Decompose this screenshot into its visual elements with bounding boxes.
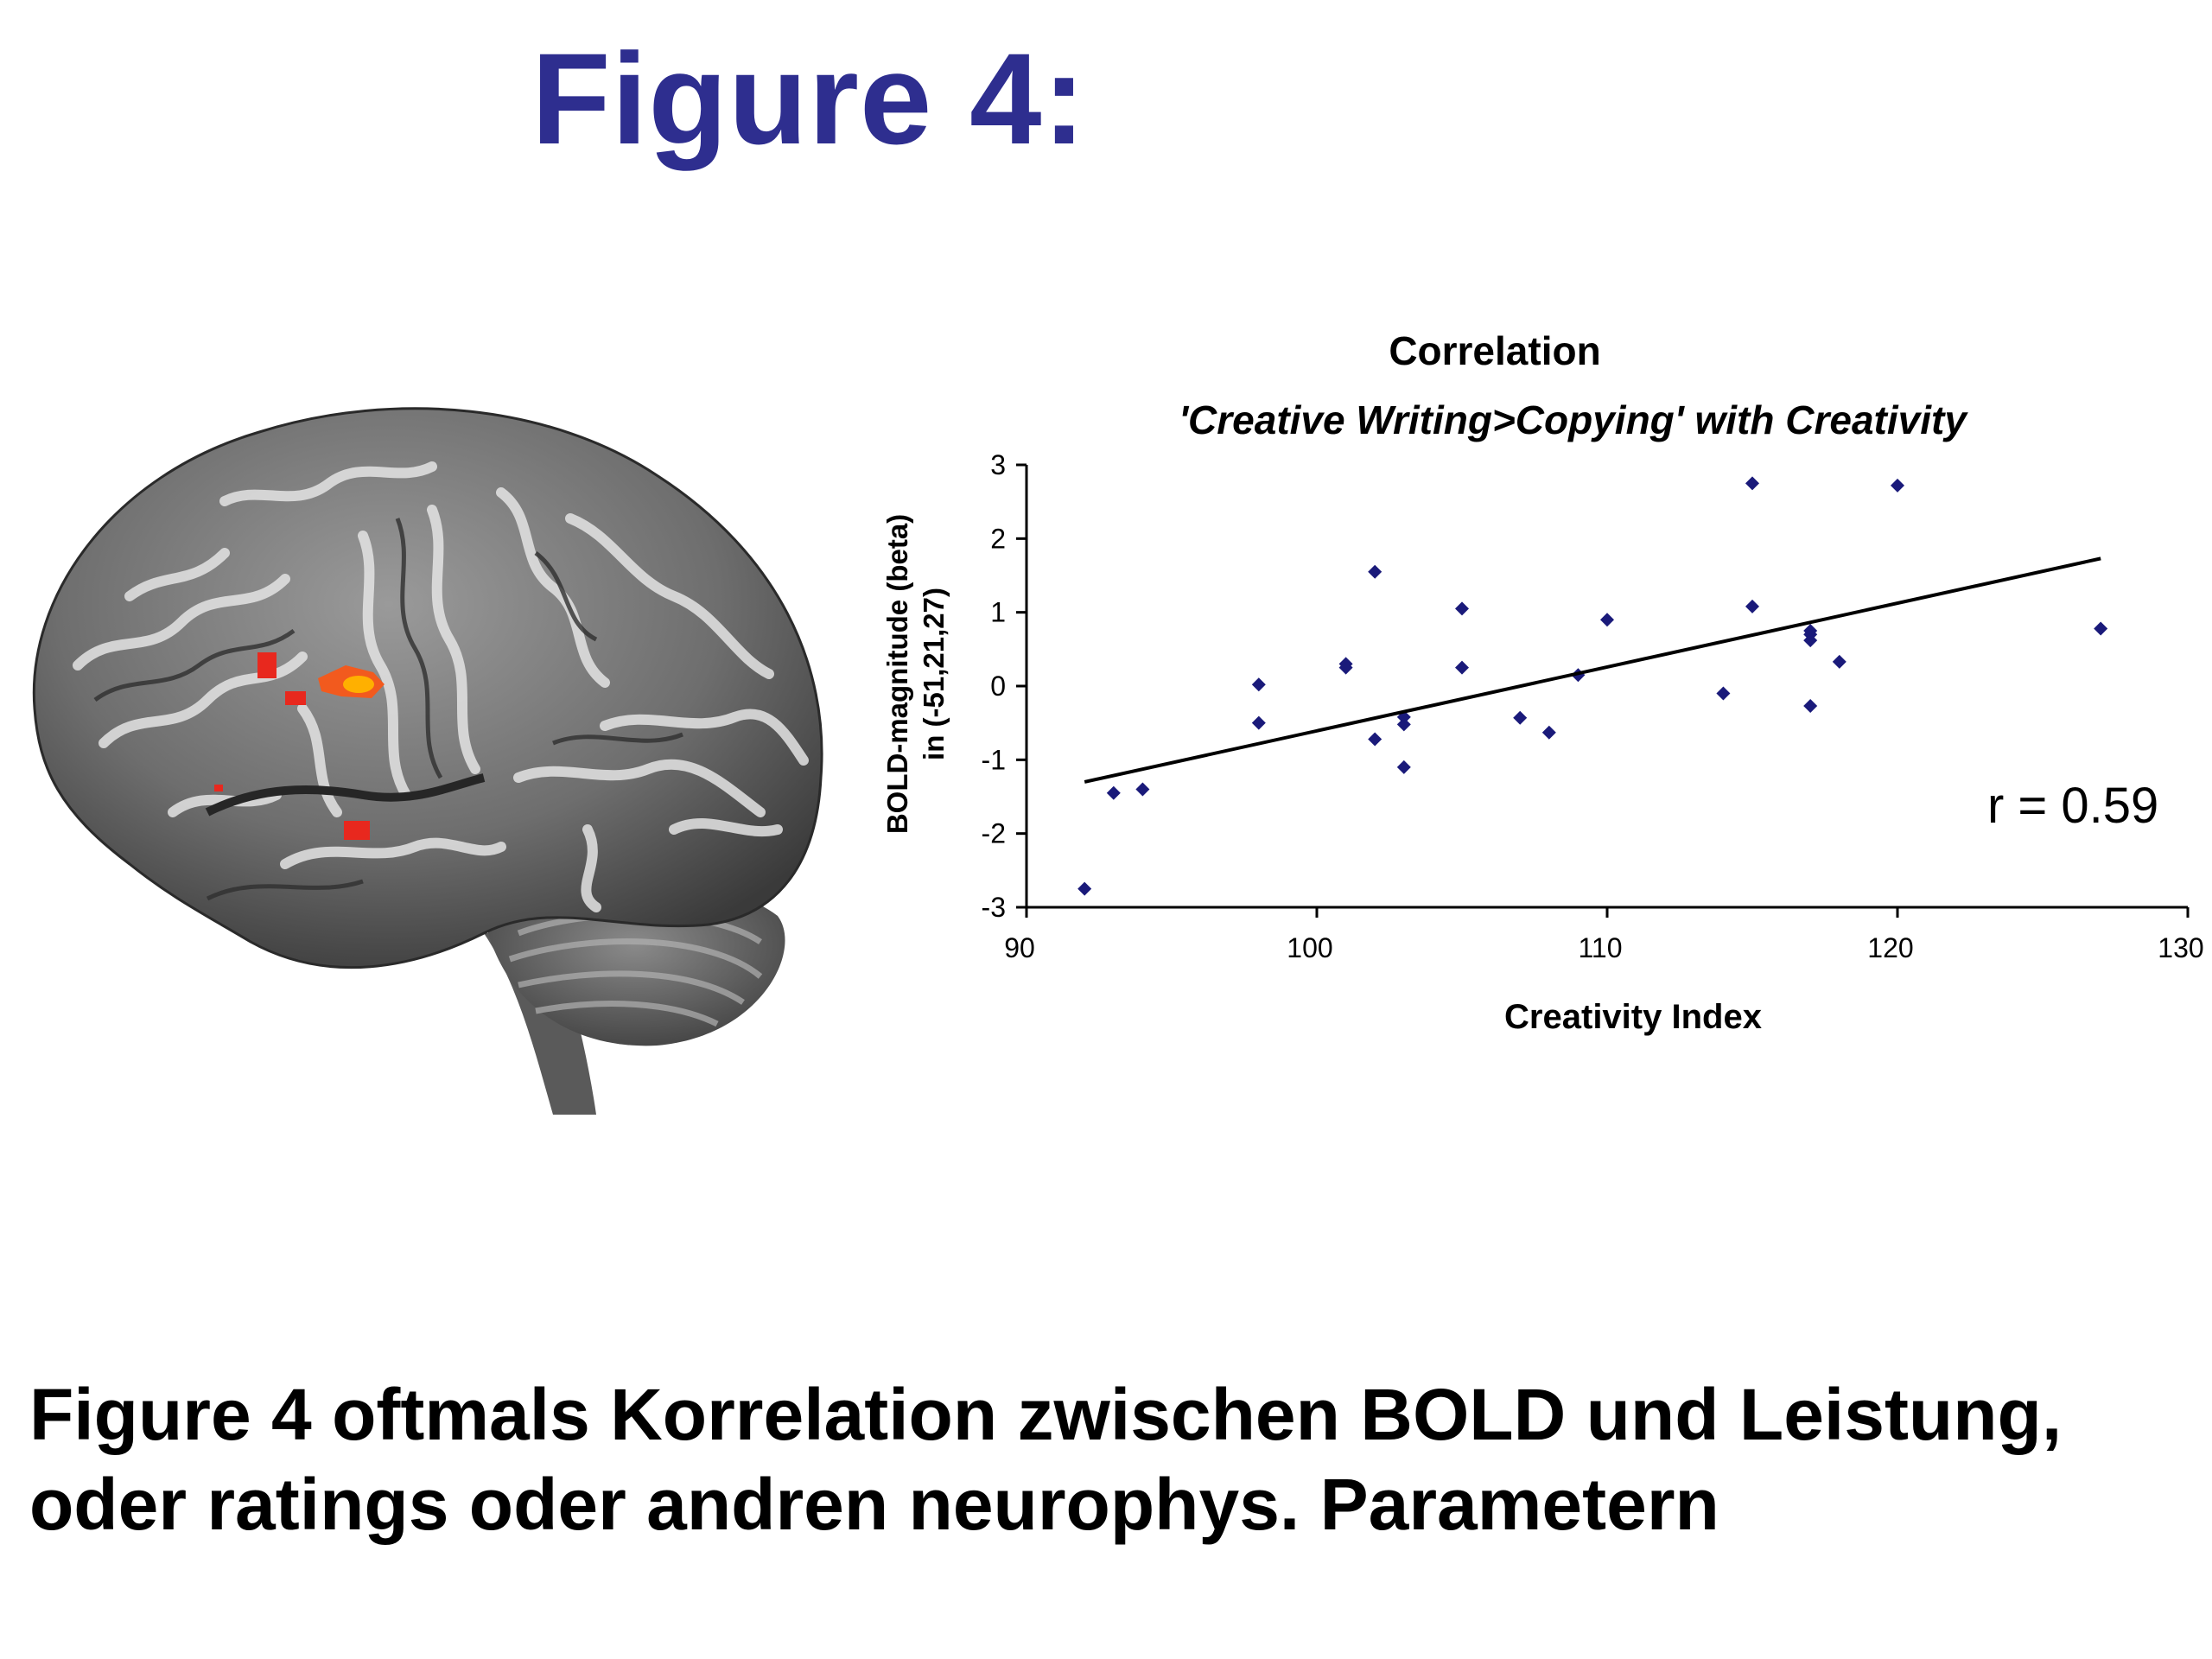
data-point <box>1396 760 1411 774</box>
data-point <box>1396 717 1411 732</box>
y-tick-label: -2 <box>982 818 1006 849</box>
y-tick-label: -3 <box>982 892 1006 923</box>
caption: Figure 4 oftmals Korrelation zwischen BO… <box>29 1370 2190 1549</box>
caption-line-1: Figure 4 oftmals Korrelation zwischen BO… <box>29 1374 2063 1455</box>
y-tick-label: -1 <box>982 744 1006 775</box>
brain-render-icon <box>32 407 823 1115</box>
x-axis-label: Creativity Index <box>1504 998 1762 1036</box>
x-tick-label: 130 <box>2158 932 2203 963</box>
chart-title: Correlation <box>1389 328 1600 373</box>
data-point <box>1251 715 1266 730</box>
data-point <box>1745 599 1759 613</box>
data-point <box>1338 660 1353 675</box>
y-tick-label: 2 <box>990 523 1006 554</box>
y-axis-label: BOLD-magnitude (beta) <box>881 514 913 834</box>
slide-title: Figure 4: <box>531 26 1087 171</box>
y-axis-label-2: in (-51,21,27) <box>918 588 950 760</box>
x-tick-label: 100 <box>1287 932 1332 963</box>
y-tick-label: 1 <box>990 597 1006 628</box>
x-tick-label: 110 <box>1578 932 1622 963</box>
data-point <box>1541 725 1556 740</box>
correlation-annotation: r = 0.59 <box>1987 778 2158 834</box>
activation-clusters <box>214 652 385 840</box>
data-point <box>1832 654 1847 669</box>
x-tick-label: 120 <box>1867 932 1913 963</box>
x-tick-label: 90 <box>1004 932 1035 963</box>
data-point <box>1455 601 1469 616</box>
data-point <box>1513 710 1528 725</box>
data-point <box>1455 660 1469 675</box>
chart-subtitle: 'Creative Writing>Copying' with Creativi… <box>1179 397 1968 442</box>
data-point <box>1803 627 1818 642</box>
y-tick-label: 3 <box>990 449 1006 480</box>
data-point <box>1891 478 1904 493</box>
trendline <box>1084 556 2101 784</box>
caption-line-2: oder ratings oder andren neurophys. Para… <box>29 1464 1719 1545</box>
data-point <box>2094 621 2108 636</box>
data-point <box>1803 699 1818 714</box>
data-point <box>1106 785 1121 800</box>
data-point <box>1600 613 1614 627</box>
data-point <box>1745 476 1759 491</box>
data-point <box>1716 686 1731 701</box>
data-point <box>1077 881 1092 896</box>
y-tick-label: 0 <box>990 671 1006 702</box>
scatter-chart: Correlation 'Creative Writing>Copying' w… <box>881 328 2204 1036</box>
data-point <box>1368 564 1382 579</box>
data-point <box>1251 677 1266 692</box>
data-point <box>1368 732 1382 747</box>
data-point <box>1135 782 1150 797</box>
